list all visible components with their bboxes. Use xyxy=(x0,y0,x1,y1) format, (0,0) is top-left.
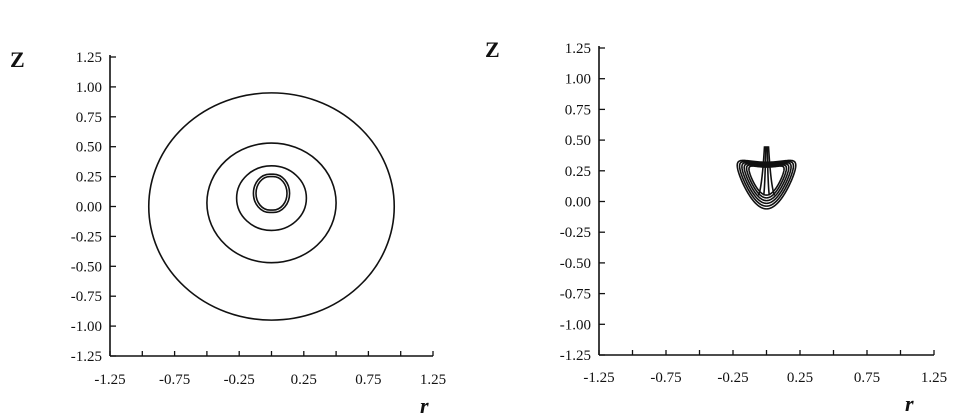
y-tick-label: 0.00 xyxy=(565,195,591,211)
contour-capsule-4 xyxy=(255,175,288,211)
contour-capsule-3 xyxy=(252,173,291,214)
x-tick-label: -0.25 xyxy=(224,372,255,388)
x-tick-label: -0.75 xyxy=(159,372,190,388)
x-tick-label: -0.25 xyxy=(717,370,748,386)
central-filament-3 xyxy=(767,146,776,196)
contour-lobe-2 xyxy=(741,161,792,205)
y-tick-label: -1.00 xyxy=(560,317,591,333)
y-tick-label: -0.25 xyxy=(71,229,102,245)
y-tick-label: 0.25 xyxy=(76,170,102,186)
y-tick-label: 0.25 xyxy=(565,164,591,180)
y-tick-label: 0.75 xyxy=(76,110,102,126)
central-filament-0 xyxy=(757,146,766,196)
y-tick-label: -0.25 xyxy=(560,225,591,241)
x-tick-label: 0.75 xyxy=(854,370,880,386)
x-tick-label: 1.25 xyxy=(921,370,947,386)
y-tick-label: 1.00 xyxy=(565,72,591,88)
y-tick-label: 0.50 xyxy=(565,133,591,149)
y-tick-label: -1.25 xyxy=(560,348,591,364)
y-axis-label: Z xyxy=(485,37,500,62)
central-filament-2 xyxy=(766,146,771,196)
x-tick-label: 1.25 xyxy=(420,372,446,388)
y-tick-label: -0.75 xyxy=(560,287,591,303)
y-tick-label: -1.00 xyxy=(71,319,102,335)
contour-circle-1 xyxy=(206,142,337,264)
y-tick-label: -0.50 xyxy=(71,259,102,275)
contour-circle-0 xyxy=(147,92,396,321)
central-filament-1 xyxy=(762,146,767,196)
y-tick-label: 0.75 xyxy=(565,102,591,118)
contour-lobe-3 xyxy=(743,162,790,202)
x-tick-label: -1.25 xyxy=(94,372,125,388)
contour-lobe-5 xyxy=(748,165,785,196)
x-tick-label: 0.25 xyxy=(787,370,813,386)
x-tick-label: 0.75 xyxy=(355,372,381,388)
contour-circle-2 xyxy=(235,165,308,232)
y-tick-label: 1.00 xyxy=(76,80,102,96)
y-tick-label: 1.25 xyxy=(565,41,591,57)
y-tick-label: 0.50 xyxy=(76,140,102,156)
contour-lobe-1 xyxy=(738,160,795,207)
x-tick-label: 0.25 xyxy=(291,372,317,388)
y-tick-label: -0.75 xyxy=(71,289,102,305)
y-tick-label: 0.00 xyxy=(76,200,102,216)
x-axis-label: r xyxy=(420,393,429,415)
x-axis-label: r xyxy=(905,391,914,415)
y-tick-label: -0.50 xyxy=(560,256,591,272)
y-tick-label: -1.25 xyxy=(71,349,102,365)
y-tick-label: 1.25 xyxy=(76,50,102,66)
y-axis-label: Z xyxy=(10,47,25,72)
x-tick-label: -0.75 xyxy=(650,370,681,386)
contour-lobe-4 xyxy=(745,164,788,199)
contour-lobe-0 xyxy=(736,159,797,210)
x-tick-label: -1.25 xyxy=(583,370,614,386)
